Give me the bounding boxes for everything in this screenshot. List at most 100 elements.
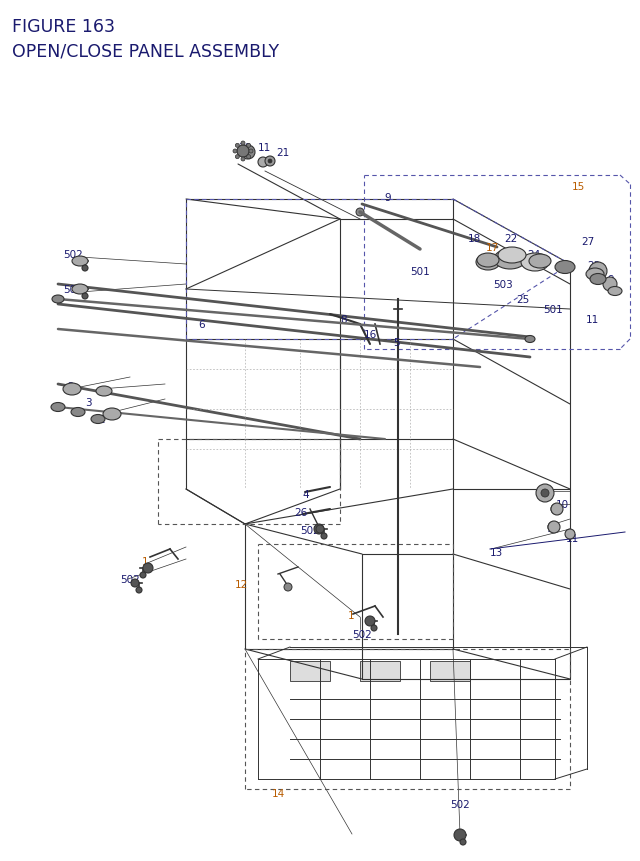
Circle shape bbox=[236, 144, 239, 148]
Ellipse shape bbox=[608, 288, 622, 296]
Text: 502: 502 bbox=[120, 574, 140, 585]
Text: 2: 2 bbox=[67, 381, 74, 392]
Circle shape bbox=[241, 146, 255, 160]
Text: 12: 12 bbox=[235, 579, 248, 589]
Text: 7: 7 bbox=[537, 486, 543, 497]
Circle shape bbox=[454, 829, 466, 841]
Text: 8: 8 bbox=[340, 314, 347, 325]
Text: 502: 502 bbox=[450, 799, 470, 809]
Circle shape bbox=[536, 485, 554, 503]
Circle shape bbox=[236, 156, 239, 159]
Circle shape bbox=[265, 157, 275, 167]
Circle shape bbox=[241, 142, 245, 146]
Text: 502: 502 bbox=[300, 525, 320, 536]
Text: 502: 502 bbox=[63, 285, 83, 294]
Ellipse shape bbox=[96, 387, 112, 397]
Circle shape bbox=[589, 263, 607, 281]
Text: 20: 20 bbox=[238, 143, 251, 152]
Text: 1: 1 bbox=[348, 610, 355, 620]
Circle shape bbox=[371, 625, 377, 631]
Ellipse shape bbox=[525, 336, 535, 343]
Circle shape bbox=[565, 530, 575, 539]
Ellipse shape bbox=[476, 255, 500, 270]
Ellipse shape bbox=[51, 403, 65, 412]
Text: 21: 21 bbox=[276, 148, 289, 158]
FancyBboxPatch shape bbox=[430, 661, 470, 681]
Circle shape bbox=[356, 208, 364, 217]
Circle shape bbox=[365, 616, 375, 626]
Ellipse shape bbox=[72, 285, 88, 294]
Circle shape bbox=[249, 150, 253, 154]
Circle shape bbox=[551, 504, 563, 516]
Text: 15: 15 bbox=[572, 182, 585, 192]
Text: 23: 23 bbox=[587, 261, 600, 270]
Ellipse shape bbox=[529, 255, 551, 269]
Text: 501: 501 bbox=[543, 305, 563, 314]
Text: 2: 2 bbox=[98, 414, 104, 424]
Circle shape bbox=[460, 839, 466, 845]
Text: 502: 502 bbox=[63, 250, 83, 260]
Circle shape bbox=[258, 158, 268, 168]
FancyBboxPatch shape bbox=[290, 661, 330, 681]
Circle shape bbox=[537, 486, 551, 500]
Ellipse shape bbox=[72, 257, 88, 267]
Circle shape bbox=[551, 505, 561, 514]
Ellipse shape bbox=[586, 269, 604, 281]
Circle shape bbox=[316, 525, 324, 533]
Text: 18: 18 bbox=[468, 233, 481, 244]
Circle shape bbox=[541, 489, 549, 498]
Text: 11: 11 bbox=[258, 143, 271, 152]
Ellipse shape bbox=[103, 408, 121, 420]
Circle shape bbox=[140, 573, 146, 579]
Ellipse shape bbox=[555, 261, 575, 274]
Ellipse shape bbox=[521, 254, 549, 272]
Text: 14: 14 bbox=[272, 788, 285, 798]
Text: 4: 4 bbox=[302, 489, 308, 499]
Text: 9: 9 bbox=[607, 275, 614, 285]
Text: 16: 16 bbox=[364, 330, 377, 339]
Text: FIGURE 163: FIGURE 163 bbox=[12, 18, 115, 36]
Ellipse shape bbox=[494, 250, 526, 269]
Text: OPEN/CLOSE PANEL ASSEMBLY: OPEN/CLOSE PANEL ASSEMBLY bbox=[12, 42, 279, 60]
Circle shape bbox=[268, 160, 272, 164]
Ellipse shape bbox=[498, 248, 526, 263]
Circle shape bbox=[284, 583, 292, 592]
Circle shape bbox=[246, 144, 251, 148]
Circle shape bbox=[82, 266, 88, 272]
Circle shape bbox=[241, 158, 245, 162]
Ellipse shape bbox=[52, 295, 64, 304]
Circle shape bbox=[548, 522, 560, 533]
Ellipse shape bbox=[63, 383, 81, 395]
Circle shape bbox=[314, 524, 324, 535]
Text: 10: 10 bbox=[556, 499, 569, 510]
Text: 502: 502 bbox=[352, 629, 372, 639]
Text: 17: 17 bbox=[486, 243, 499, 253]
Circle shape bbox=[321, 533, 327, 539]
Ellipse shape bbox=[477, 254, 499, 268]
Text: 24: 24 bbox=[527, 250, 540, 260]
Text: 25: 25 bbox=[516, 294, 529, 305]
Text: 27: 27 bbox=[581, 237, 595, 247]
Ellipse shape bbox=[590, 274, 606, 285]
Circle shape bbox=[131, 579, 139, 587]
Text: 503: 503 bbox=[493, 280, 513, 289]
Ellipse shape bbox=[91, 415, 105, 424]
Text: 22: 22 bbox=[504, 233, 517, 244]
Text: 501: 501 bbox=[410, 267, 429, 276]
Text: 11: 11 bbox=[566, 533, 579, 543]
FancyBboxPatch shape bbox=[360, 661, 400, 681]
Text: 1: 1 bbox=[142, 556, 148, 567]
Text: 5: 5 bbox=[393, 338, 399, 348]
Text: 11: 11 bbox=[586, 314, 599, 325]
Text: 13: 13 bbox=[490, 548, 503, 557]
Circle shape bbox=[233, 150, 237, 154]
Text: 3: 3 bbox=[85, 398, 92, 407]
Circle shape bbox=[143, 563, 153, 573]
Text: 9: 9 bbox=[385, 193, 391, 202]
Circle shape bbox=[136, 587, 142, 593]
Circle shape bbox=[603, 278, 617, 292]
Circle shape bbox=[237, 146, 249, 158]
Text: 6: 6 bbox=[198, 319, 205, 330]
Circle shape bbox=[246, 156, 251, 159]
Text: 26: 26 bbox=[294, 507, 307, 517]
